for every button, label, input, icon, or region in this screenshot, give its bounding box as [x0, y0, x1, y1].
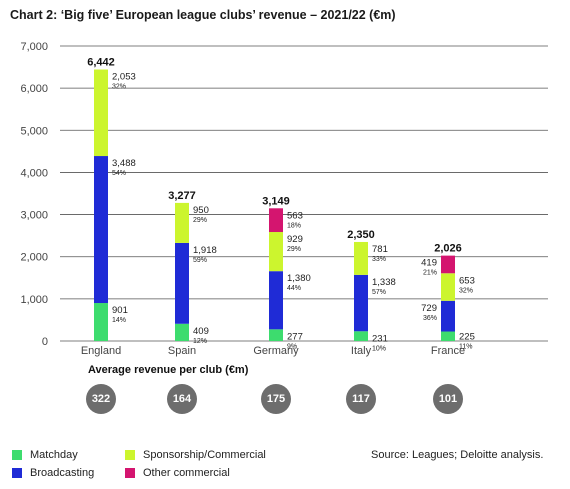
legend-swatch-sponsorship [125, 450, 135, 460]
data-label: 409 [193, 326, 209, 337]
data-label: 1,918 [193, 245, 217, 256]
share-label: 9% [287, 343, 297, 350]
data-label: 231 [372, 333, 388, 344]
bar-segment-sponsorship-commercial [354, 241, 368, 275]
legend-label-sponsorship: Sponsorship/Commercial [143, 449, 266, 461]
share-label: 29% [287, 246, 301, 253]
data-label: 1,338 [372, 277, 396, 288]
legend-swatch-broadcasting [12, 468, 22, 478]
data-label: 653 [459, 275, 475, 286]
x-tick-label: England [81, 345, 121, 357]
share-label: 33% [372, 256, 386, 263]
chart-plot: 01,0002,0003,0004,0005,0006,0007,0009011… [20, 41, 548, 357]
data-label: 419 [421, 258, 437, 269]
legend-item-sponsorship: Sponsorship/Commercial [125, 449, 266, 461]
x-tick-label: Italy [351, 345, 372, 357]
total-label: 3,277 [168, 190, 196, 202]
data-label: 781 [372, 244, 388, 255]
total-label: 3,149 [262, 195, 290, 207]
share-label: 32% [459, 287, 473, 294]
share-label: 29% [193, 217, 207, 224]
share-label: 32% [112, 84, 126, 91]
total-label: 2,026 [434, 243, 462, 255]
share-label: 44% [287, 285, 301, 292]
y-tick-label: 0 [42, 336, 48, 348]
bar-segment-broadcasting [175, 242, 189, 324]
bar-segment-sponsorship-commercial [269, 232, 283, 272]
bar-segment-broadcasting [269, 271, 283, 330]
bar-segment-broadcasting [354, 274, 368, 332]
chart-title: Chart 2: ‘Big five’ European league club… [10, 8, 396, 22]
share-label: 12% [193, 338, 207, 345]
bar-segment-other-commercial [269, 208, 283, 233]
bar-segment-matchday [94, 303, 108, 341]
y-tick-label: 5,000 [20, 125, 48, 137]
total-label: 6,442 [87, 57, 115, 69]
x-tick-label: Germany [253, 345, 299, 357]
x-tick-label: Spain [168, 345, 196, 357]
data-label: 1,380 [287, 273, 311, 284]
total-label: 2,350 [347, 229, 375, 241]
legend-label-matchday: Matchday [30, 449, 78, 461]
bar-segment-matchday [269, 329, 283, 341]
legend-item-matchday: Matchday [12, 449, 78, 461]
data-label: 3,488 [112, 158, 136, 169]
share-label: 10% [372, 345, 386, 352]
legend-item-broadcasting: Broadcasting [12, 467, 94, 479]
data-label: 901 [112, 305, 128, 316]
y-tick-label: 4,000 [20, 167, 48, 179]
y-tick-label: 1,000 [20, 294, 48, 306]
share-label: 18% [287, 222, 301, 229]
average-revenue-circle: 322 [86, 384, 116, 414]
share-label: 21% [423, 270, 437, 277]
y-tick-label: 3,000 [20, 210, 48, 222]
average-revenue-title: Average revenue per club (€m) [88, 364, 249, 376]
bar-segment-matchday [441, 331, 455, 341]
share-label: 14% [112, 317, 126, 324]
average-revenue-circle: 117 [346, 384, 376, 414]
bar-segment-sponsorship-commercial [94, 69, 108, 157]
data-label: 277 [287, 331, 303, 342]
bar-segment-matchday [175, 323, 189, 341]
legend-swatch-other-commercial [125, 468, 135, 478]
share-label: 11% [459, 344, 473, 351]
legend-swatch-matchday [12, 450, 22, 460]
share-label: 54% [112, 170, 126, 177]
bar-segment-broadcasting [441, 300, 455, 332]
bar-segment-other-commercial [441, 255, 455, 274]
share-label: 59% [193, 257, 207, 264]
bar-segment-matchday [354, 331, 368, 341]
data-label: 2,053 [112, 72, 136, 83]
y-tick-label: 6,000 [20, 83, 48, 95]
data-label: 563 [287, 210, 303, 221]
data-label: 225 [459, 332, 475, 343]
share-label: 36% [423, 315, 437, 322]
bar-segment-sponsorship-commercial [441, 273, 455, 301]
y-tick-label: 2,000 [20, 252, 48, 264]
bar-segment-sponsorship-commercial [175, 202, 189, 243]
share-label: 57% [372, 289, 386, 296]
bar-segment-broadcasting [94, 156, 108, 304]
data-label: 929 [287, 234, 303, 245]
legend-item-other-commercial: Other commercial [125, 467, 230, 479]
legend-label-broadcasting: Broadcasting [30, 467, 95, 479]
data-label: 950 [193, 205, 209, 216]
source-note: Source: Leagues; Deloitte analysis. [371, 449, 544, 461]
average-revenue-circle: 175 [261, 384, 291, 414]
data-label: 729 [421, 303, 437, 314]
legend-label-other-commercial: Other commercial [143, 467, 230, 479]
average-revenue-circle: 101 [433, 384, 463, 414]
average-revenue-circle: 164 [167, 384, 197, 414]
y-tick-label: 7,000 [20, 41, 48, 53]
x-tick-label: France [431, 345, 465, 357]
